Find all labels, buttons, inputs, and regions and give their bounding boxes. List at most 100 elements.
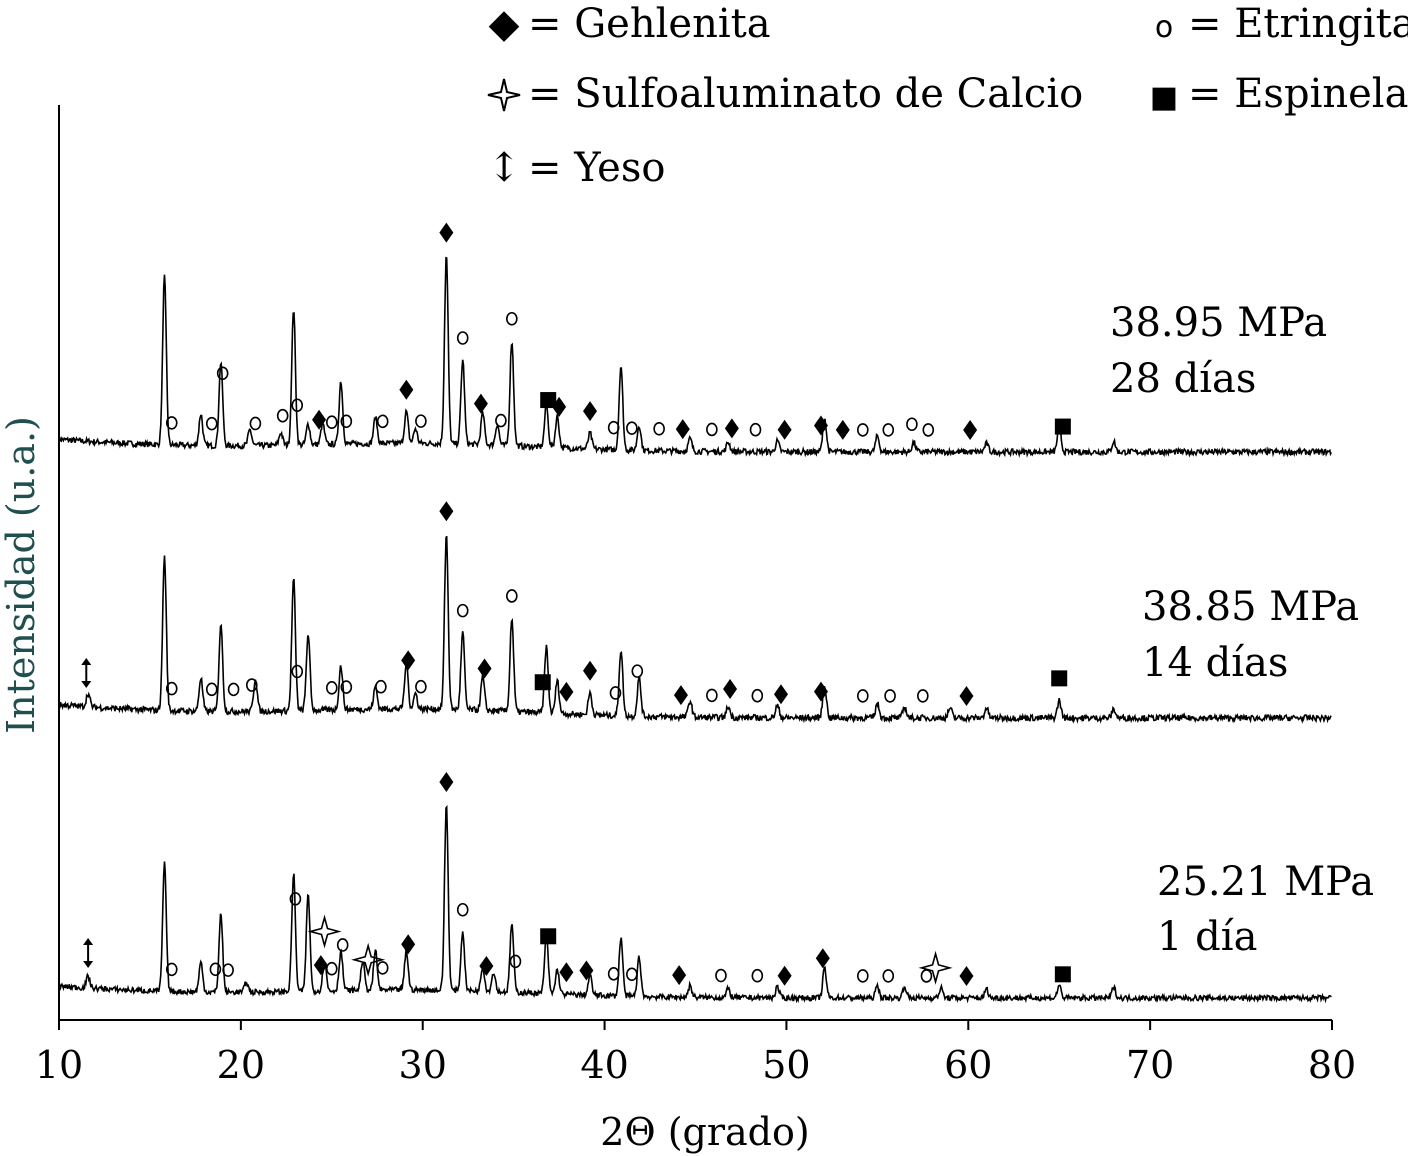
- sparkle-icon: [480, 72, 528, 116]
- trace-0: [58, 256, 1333, 458]
- marker-square-2-31: [1054, 966, 1071, 983]
- trace-strength-1: 38.85 MPa: [1142, 584, 1359, 630]
- marker-circle-0-13: [456, 331, 469, 345]
- marker-diamond-0-29: [835, 419, 850, 440]
- marker-diamond-1-24: [773, 684, 788, 705]
- marker-sparkle-2-28: [918, 950, 953, 985]
- marker-diamond-2-30: [959, 965, 974, 986]
- legend-espinela: ■ = Espinela: [1140, 72, 1408, 120]
- marker-circle-1-10: [415, 679, 427, 694]
- marker-diamond-2-17: [559, 962, 574, 983]
- marker-diamond-1-17: [583, 660, 598, 681]
- marker-diamond-0-27: [777, 419, 792, 440]
- marker-circle-0-5: [276, 408, 289, 423]
- x-tick-label-60: 60: [944, 1043, 992, 1087]
- marker-circle-0-30: [857, 423, 869, 437]
- marker-circle-1-7: [325, 681, 338, 695]
- marker-circle-2-2: [222, 963, 234, 977]
- marker-circle-2-13: [456, 902, 469, 917]
- circle-icon: o: [1154, 10, 1174, 45]
- updown-arrow-icon: ↕: [487, 145, 521, 191]
- marker-square-1-30: [1051, 670, 1068, 687]
- marker-circle-1-28: [917, 689, 929, 703]
- marker-diamond-0-25: [724, 418, 739, 439]
- marker-diamond-1-22: [723, 678, 738, 699]
- diamond-icon: ◆: [488, 1, 520, 47]
- marker-circle-2-8: [336, 938, 349, 952]
- marker-circle-2-26: [857, 969, 869, 983]
- marker-diamond-0-14: [473, 393, 488, 414]
- marker-circle-2-3: [289, 892, 302, 906]
- legend-sulfoaluminato: = Sulfoaluminato de Calcio: [480, 72, 1083, 116]
- marker-circle-0-26: [749, 422, 762, 437]
- marker-diamond-2-11: [401, 934, 416, 955]
- marker-circle-2-23: [751, 968, 764, 983]
- marker-square-1-15: [534, 674, 551, 691]
- marker-diamond-2-14: [479, 956, 494, 977]
- marker-diamond-0-23: [675, 419, 690, 440]
- trace-strength-2: 25.21 MPa: [1157, 859, 1374, 905]
- marker-sparkle-2-5: [307, 914, 342, 949]
- marker-circle-0-20: [607, 420, 620, 435]
- legend-etringita: o = Etringita: [1140, 2, 1408, 50]
- marker-circle-2-15: [509, 954, 522, 969]
- marker-circle-0-21: [626, 421, 638, 435]
- marker-circle-0-16: [506, 311, 518, 326]
- marker-circle-1-18: [609, 686, 622, 700]
- marker-circle-1-23: [751, 688, 764, 703]
- marker-circle-1-8: [375, 679, 387, 694]
- marker-sparkle-2-9: [351, 942, 386, 977]
- marker-updown-arrow-2-0: [83, 938, 94, 968]
- marker-circle-0-1: [216, 366, 229, 381]
- marker-circle-0-7: [325, 415, 338, 430]
- marker-diamond-2-24: [777, 965, 792, 986]
- x-tick-label-30: 30: [399, 1043, 447, 1087]
- marker-circle-0-33: [922, 423, 935, 437]
- marker-diamond-2-12: [439, 771, 454, 792]
- marker-circle-2-7: [325, 961, 338, 976]
- marker-circle-2-19: [607, 967, 620, 981]
- marker-diamond-1-25: [813, 681, 828, 702]
- marker-circle-0-0: [165, 416, 178, 430]
- marker-circle-0-9: [376, 414, 389, 429]
- marker-circle-2-22: [715, 968, 727, 983]
- marker-circle-0-3: [205, 416, 218, 431]
- marker-circle-1-1: [165, 681, 178, 696]
- marker-circle-1-6: [340, 680, 353, 694]
- marker-square-0-35: [1054, 418, 1071, 435]
- marker-diamond-1-11: [439, 501, 454, 522]
- y-axis-label: Intensidad (u.a.): [0, 416, 43, 734]
- marker-circle-0-15: [495, 413, 507, 428]
- marker-circle-0-31: [882, 423, 895, 437]
- marker-diamond-0-34: [963, 419, 978, 440]
- marker-circle-1-3: [291, 664, 304, 679]
- legend-label-espinela: = Espinela: [1188, 71, 1408, 117]
- marker-updown-arrow-1-0: [81, 658, 92, 688]
- x-tick-label-70: 70: [1126, 1043, 1174, 1087]
- marker-diamond-1-20: [673, 685, 688, 706]
- marker-circle-1-14: [506, 589, 518, 603]
- marker-diamond-2-6: [313, 955, 328, 976]
- square-icon: ■: [1149, 80, 1179, 115]
- marker-circle-0-8: [340, 414, 353, 429]
- trace-age-2: 1 día: [1157, 914, 1257, 960]
- marker-diamond-0-10: [399, 379, 414, 400]
- marker-circle-1-5: [245, 678, 258, 692]
- x-tick-label-10: 10: [35, 1043, 83, 1087]
- marker-circle-2-29: [920, 969, 933, 983]
- trace-strength-0: 38.95 MPa: [1110, 300, 1327, 346]
- marker-diamond-2-21: [672, 965, 687, 986]
- marker-diamond-0-28: [813, 415, 828, 436]
- marker-diamond-1-29: [959, 685, 974, 706]
- marker-circle-2-27: [882, 969, 895, 983]
- trace-1: [58, 535, 1332, 724]
- marker-diamond-2-25: [815, 948, 830, 969]
- x-tick-label-50: 50: [762, 1043, 810, 1087]
- marker-diamond-0-19: [583, 401, 598, 422]
- marker-diamond-1-16: [559, 681, 574, 702]
- marker-circle-0-22: [653, 421, 665, 436]
- legend-gehlenita: ◆ = Gehlenita: [480, 2, 771, 46]
- trace-age-0: 28 días: [1110, 356, 1256, 402]
- x-tick-label-40: 40: [580, 1043, 628, 1087]
